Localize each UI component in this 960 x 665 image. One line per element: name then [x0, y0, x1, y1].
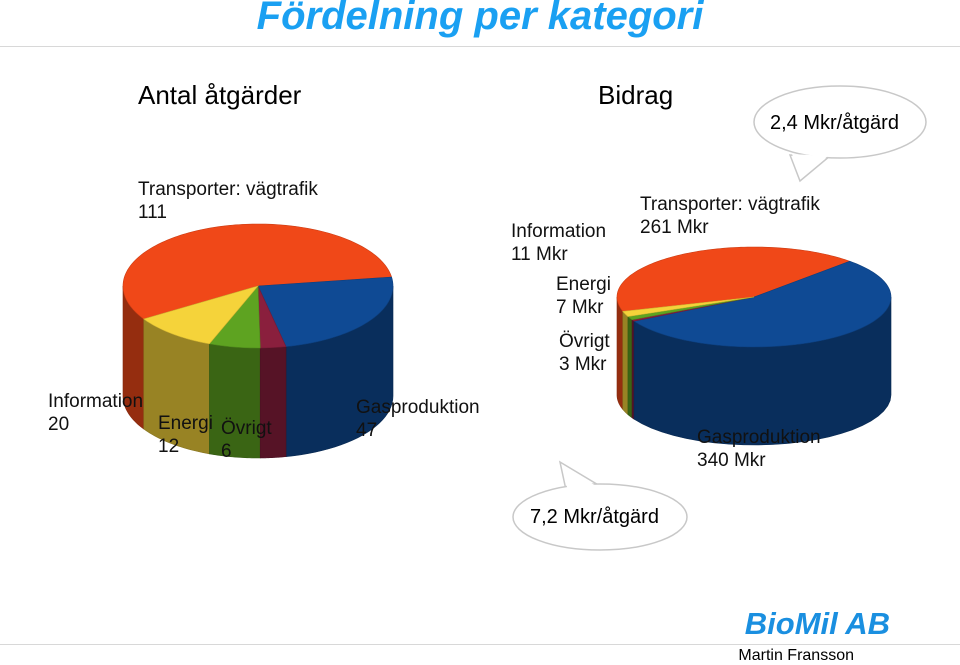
left-label-gasproduktion: Gasproduktion 47	[356, 397, 480, 441]
pie-side-transporter-vägtrafik	[616, 296, 624, 411]
pie-chart-antal	[122, 223, 394, 459]
pie-slice-information	[143, 285, 259, 345]
pie-side-energi	[627, 315, 633, 419]
pie-slice-gasproduktion	[257, 276, 394, 347]
callout-ellipse-bottom	[512, 483, 688, 551]
footer-divider	[0, 644, 960, 645]
right-label-transporter: Transporter: vägtrafik 261 Mkr	[640, 194, 820, 238]
pie-slice-övrigt	[257, 285, 287, 349]
pie-slice-gasproduktion	[633, 260, 892, 348]
callout-ellipse-top	[753, 85, 927, 159]
right-label-information: Information 11 Mkr	[511, 221, 607, 265]
right-label-gasproduktion: Gasproduktion 340 Mkr	[697, 427, 821, 471]
left-label-information: Information 20	[48, 391, 144, 435]
pie-side-information	[622, 310, 629, 416]
divider	[0, 46, 960, 47]
left-chart-title: Antal åtgärder	[138, 80, 302, 110]
left-label-energi: Energi 12	[158, 413, 213, 457]
left-label-ovrigt: Övrigt 6	[221, 418, 272, 462]
author-name: Martin Fransson	[738, 647, 854, 664]
pie-slice-energi	[208, 285, 261, 349]
right-chart-title: Bidrag	[598, 80, 674, 110]
pie-chart-bidrag	[616, 246, 892, 446]
pie-slice-transporter-vägtrafik	[122, 223, 392, 320]
left-label-transporter: Transporter: vägtrafik 111	[138, 179, 318, 223]
pie-slice-information	[622, 296, 755, 317]
page-title: Fördelning per kategori	[256, 0, 704, 38]
pie-slice-transporter-vägtrafik	[616, 246, 851, 312]
right-label-energi: Energi 7 Mkr	[556, 274, 611, 318]
callout-top-text: 2,4 Mkr/åtgärd	[770, 112, 899, 134]
brand-logo-text: BioMil AB	[744, 606, 890, 641]
callout-bottom-text: 7,2 Mkr/åtgärd	[530, 506, 659, 528]
right-label-ovrigt: Övrigt 3 Mkr	[559, 331, 610, 375]
